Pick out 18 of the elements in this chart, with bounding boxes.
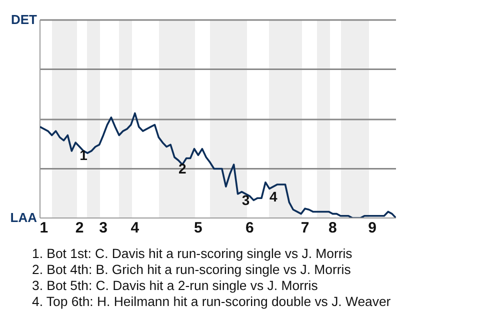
text: 1. Bot 1st: C. Davis hit a run-scoring single vs J. Morris bbox=[32, 246, 354, 262]
x-tick-label: 3 bbox=[99, 220, 108, 237]
x-tick-label: 6 bbox=[245, 220, 254, 237]
x-tick-label: 4 bbox=[130, 220, 140, 237]
annotation: 2 bbox=[178, 160, 187, 176]
x-tick-label: 8 bbox=[328, 220, 337, 237]
text: 2. Bot 4th: B. Grich hit a run-scoring single vs J. Morris bbox=[32, 262, 352, 278]
x-tick-label: 1 bbox=[40, 220, 48, 237]
text: 3. Bot 5th: C. Davis hit a 2-run single vs J. Morris bbox=[32, 278, 319, 294]
annotation: 4 bbox=[270, 188, 278, 205]
x-tick-label: 2 bbox=[75, 220, 84, 237]
text: LAA bbox=[9, 210, 37, 226]
text: 4. Top 6th: H. Heilmann hit a run-scoring double vs J. Weaver bbox=[32, 294, 392, 310]
annotation: 3 bbox=[242, 192, 250, 208]
x-tick-label: 5 bbox=[194, 220, 202, 237]
text: DET bbox=[10, 12, 37, 28]
x-tick-label: 9 bbox=[368, 220, 376, 237]
x-tick-label: 7 bbox=[300, 220, 310, 237]
